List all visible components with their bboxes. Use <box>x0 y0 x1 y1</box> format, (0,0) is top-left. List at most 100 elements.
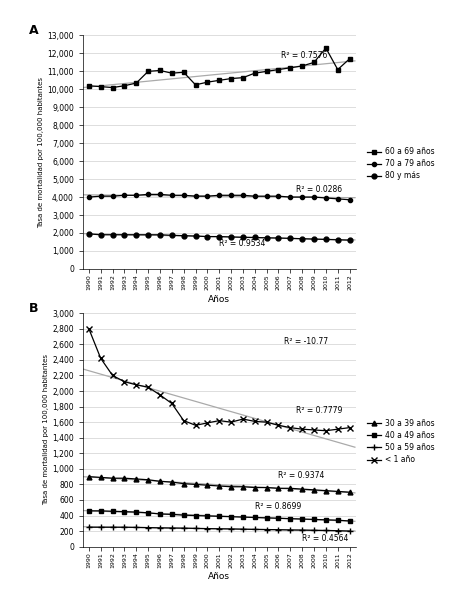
Text: B: B <box>28 301 38 314</box>
< 1 año <box>228 418 234 426</box>
< 1 año <box>299 426 305 433</box>
50 a 59 años <box>323 527 328 534</box>
< 1 año <box>240 415 246 423</box>
30 a 39 años <box>169 479 175 486</box>
60 a 69 años <box>157 67 163 74</box>
30 a 39 años <box>204 482 210 489</box>
Text: A: A <box>28 24 38 37</box>
50 a 59 años <box>299 527 305 534</box>
60 a 69 años <box>240 74 246 81</box>
30 a 39 años <box>252 484 257 491</box>
50 a 59 años <box>252 526 257 533</box>
Text: R² = 0.8699: R² = 0.8699 <box>255 502 301 511</box>
30 a 39 años <box>145 476 151 483</box>
Line: 40 a 49 años: 40 a 49 años <box>86 508 352 524</box>
40 a 49 años <box>216 513 222 520</box>
70 a 79 años <box>98 193 103 200</box>
Line: 30 a 39 años: 30 a 39 años <box>86 474 352 495</box>
Y-axis label: Tasa de mortalidad por 100,000 habitantes: Tasa de mortalidad por 100,000 habitante… <box>43 355 49 505</box>
80 y más <box>288 235 293 242</box>
80 y más <box>181 232 186 239</box>
70 a 79 años <box>86 193 91 200</box>
80 y más <box>228 233 234 241</box>
50 a 59 años <box>240 525 246 532</box>
60 a 69 años <box>335 66 340 73</box>
40 a 49 años <box>264 514 269 521</box>
60 a 69 años <box>204 79 210 86</box>
30 a 39 años <box>275 485 281 492</box>
40 a 49 años <box>228 513 234 520</box>
< 1 año <box>145 384 151 391</box>
30 a 39 años <box>110 475 116 482</box>
X-axis label: Años: Años <box>208 294 230 304</box>
80 y más <box>157 231 163 238</box>
80 y más <box>192 232 198 239</box>
40 a 49 años <box>240 514 246 521</box>
60 a 69 años <box>228 75 234 82</box>
60 a 69 años <box>264 68 269 75</box>
Text: R² = -10.77: R² = -10.77 <box>284 337 328 346</box>
50 a 59 años <box>145 524 151 531</box>
70 a 79 años <box>181 191 186 199</box>
< 1 año <box>157 391 163 398</box>
40 a 49 años <box>299 515 305 522</box>
40 a 49 años <box>181 512 186 519</box>
60 a 69 años <box>216 77 222 84</box>
60 a 69 años <box>192 82 198 89</box>
Legend: 30 a 39 años, 40 a 49 años, 50 a 59 años, < 1 año: 30 a 39 años, 40 a 49 años, 50 a 59 años… <box>367 419 435 464</box>
30 a 39 años <box>157 478 163 485</box>
30 a 39 años <box>288 485 293 492</box>
< 1 año <box>98 355 103 362</box>
60 a 69 años <box>288 64 293 72</box>
70 a 79 años <box>347 196 353 203</box>
Line: 50 a 59 años: 50 a 59 años <box>85 524 353 535</box>
40 a 49 años <box>311 516 317 523</box>
40 a 49 años <box>110 508 116 515</box>
70 a 79 años <box>240 191 246 199</box>
60 a 69 años <box>299 63 305 70</box>
80 y más <box>264 234 269 241</box>
70 a 79 años <box>228 191 234 199</box>
50 a 59 años <box>181 525 186 532</box>
< 1 año <box>323 427 328 434</box>
80 y más <box>121 231 127 238</box>
80 y más <box>133 231 139 238</box>
< 1 año <box>335 426 340 433</box>
Text: R² = 0.0286: R² = 0.0286 <box>296 185 342 194</box>
60 a 69 años <box>169 70 175 77</box>
60 a 69 años <box>275 66 281 73</box>
30 a 39 años <box>192 481 198 488</box>
< 1 año <box>347 424 353 431</box>
40 a 49 años <box>288 515 293 522</box>
30 a 39 años <box>228 483 234 491</box>
< 1 año <box>288 424 293 431</box>
50 a 59 años <box>157 524 163 531</box>
70 a 79 años <box>264 193 269 200</box>
< 1 año <box>86 325 91 332</box>
30 a 39 años <box>311 486 317 493</box>
Y-axis label: Tasa de mortalidad por 100,000 habitantes: Tasa de mortalidad por 100,000 habitante… <box>38 77 45 228</box>
Line: 80 y más: 80 y más <box>86 232 352 242</box>
30 a 39 años <box>347 489 353 496</box>
70 a 79 años <box>110 193 116 200</box>
40 a 49 años <box>335 517 340 524</box>
40 a 49 años <box>98 507 103 514</box>
< 1 año <box>133 381 139 388</box>
80 y más <box>98 231 103 238</box>
50 a 59 años <box>264 526 269 533</box>
40 a 49 años <box>275 515 281 522</box>
50 a 59 años <box>110 524 116 531</box>
30 a 39 años <box>121 475 127 482</box>
< 1 año <box>204 420 210 427</box>
50 a 59 años <box>204 525 210 532</box>
X-axis label: Años: Años <box>208 572 230 582</box>
40 a 49 años <box>347 518 353 525</box>
80 y más <box>169 232 175 239</box>
Line: 60 a 69 años: 60 a 69 años <box>86 46 352 90</box>
40 a 49 años <box>204 512 210 519</box>
60 a 69 años <box>181 69 186 76</box>
< 1 año <box>181 417 186 424</box>
60 a 69 años <box>133 80 139 87</box>
< 1 año <box>110 372 116 379</box>
80 y más <box>110 231 116 238</box>
